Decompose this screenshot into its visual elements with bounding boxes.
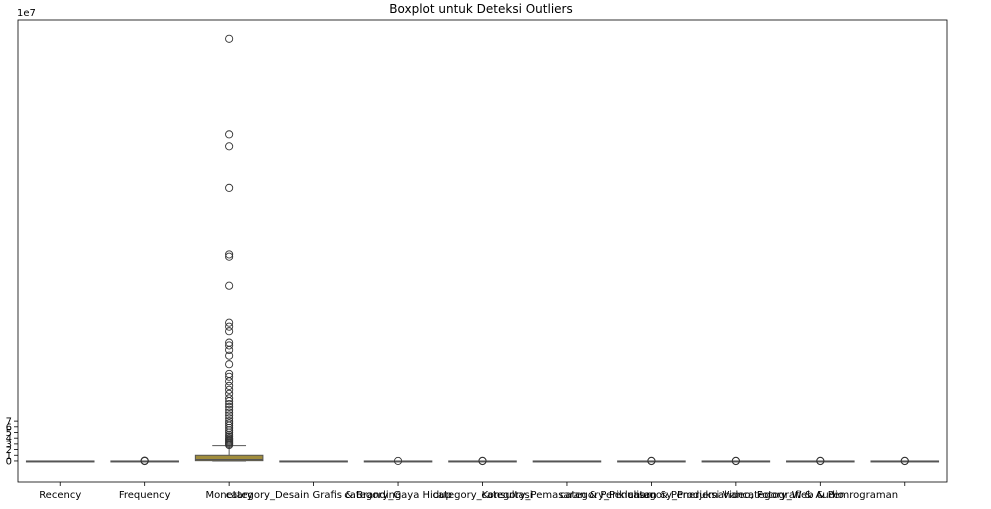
- outlier-point: [225, 318, 234, 327]
- chart-title: Boxplot untuk Deteksi Outliers: [389, 2, 572, 16]
- x-tick-label: category_Desain Grafis & Branding: [226, 490, 402, 501]
- outlier-point: [225, 414, 234, 423]
- box-0: [25, 460, 95, 463]
- outlier-point: [225, 394, 234, 403]
- outlier-point: [225, 360, 234, 369]
- outlier-point: [225, 411, 234, 420]
- plot-area: [17, 19, 948, 483]
- y-tick-label: 4: [6, 434, 12, 445]
- box-3: [279, 460, 348, 463]
- x-tick-label: Frequency: [119, 490, 171, 501]
- box-5: [448, 456, 517, 466]
- outlier-point: [393, 456, 403, 465]
- outlier-point: [225, 405, 234, 414]
- outlier-point: [225, 372, 234, 381]
- y-tick-label: 5: [6, 428, 12, 439]
- box-7: [617, 456, 686, 466]
- box-6: [532, 460, 602, 463]
- x-tick-label: category_Konsultasi: [432, 490, 532, 501]
- outlier-point: [225, 389, 234, 398]
- y-tick-label: 6: [6, 422, 12, 433]
- box-10: [870, 456, 940, 466]
- outlier-point: [225, 252, 234, 261]
- outlier-point: [816, 457, 825, 466]
- box-2: [194, 34, 264, 462]
- outlier-point: [225, 402, 234, 411]
- outlier-point: [225, 250, 234, 259]
- x-tick-label: category_Web & Pemrograman: [743, 490, 899, 501]
- y-tick-label: 3: [6, 439, 12, 450]
- outlier-point: [225, 417, 234, 426]
- y-tick-label: 0: [6, 456, 12, 467]
- x-tick-label: Monetary: [205, 490, 252, 501]
- y-tick-label: 7: [6, 417, 12, 428]
- outlier-point: [225, 322, 234, 331]
- outlier-point: [225, 381, 234, 390]
- outlier-point: [225, 338, 234, 347]
- y-axis-offset-label: 1e7: [17, 8, 36, 19]
- x-axis: Recency Frequency Monetarycategory_Desain …: [39, 482, 906, 501]
- y-tick-label: 2: [6, 445, 12, 456]
- outlier-point: [900, 457, 909, 466]
- outlier-point: [731, 457, 740, 466]
- x-tick-label: category_Produksi Video, Fotografi & Aud…: [628, 490, 844, 501]
- x-tick-label: category_Gaya Hidup: [344, 490, 452, 501]
- x-tick-label: category_Pemasaran & Periklanan: [481, 490, 652, 501]
- x-tick-label: category_Penulisan & Penerjemahan: [560, 490, 743, 501]
- outlier-point: [140, 457, 149, 466]
- box-1: [110, 456, 179, 466]
- outlier-point: [225, 183, 234, 192]
- box-9: [786, 456, 855, 466]
- outlier-point: [225, 351, 234, 360]
- outlier-point: [225, 130, 234, 139]
- box-4: [363, 456, 433, 465]
- outlier-point: [225, 281, 234, 290]
- boxes-group: [25, 34, 940, 466]
- outlier-point: [225, 369, 234, 378]
- x-tick-label: Recency: [39, 490, 81, 501]
- outlier-point: [225, 341, 234, 350]
- outlier-point: [225, 34, 234, 43]
- box-8: [701, 456, 771, 466]
- outlier-point: [225, 142, 234, 151]
- outlier-point: [647, 457, 656, 466]
- outlier-point: [225, 419, 234, 428]
- box-body: [194, 454, 264, 462]
- outlier-point: [225, 408, 234, 417]
- outlier-point: [478, 457, 487, 466]
- outlier-point: [225, 327, 234, 336]
- outlier-point: [225, 385, 234, 394]
- y-tick-label: 1: [6, 451, 12, 462]
- outlier-point: [225, 400, 234, 409]
